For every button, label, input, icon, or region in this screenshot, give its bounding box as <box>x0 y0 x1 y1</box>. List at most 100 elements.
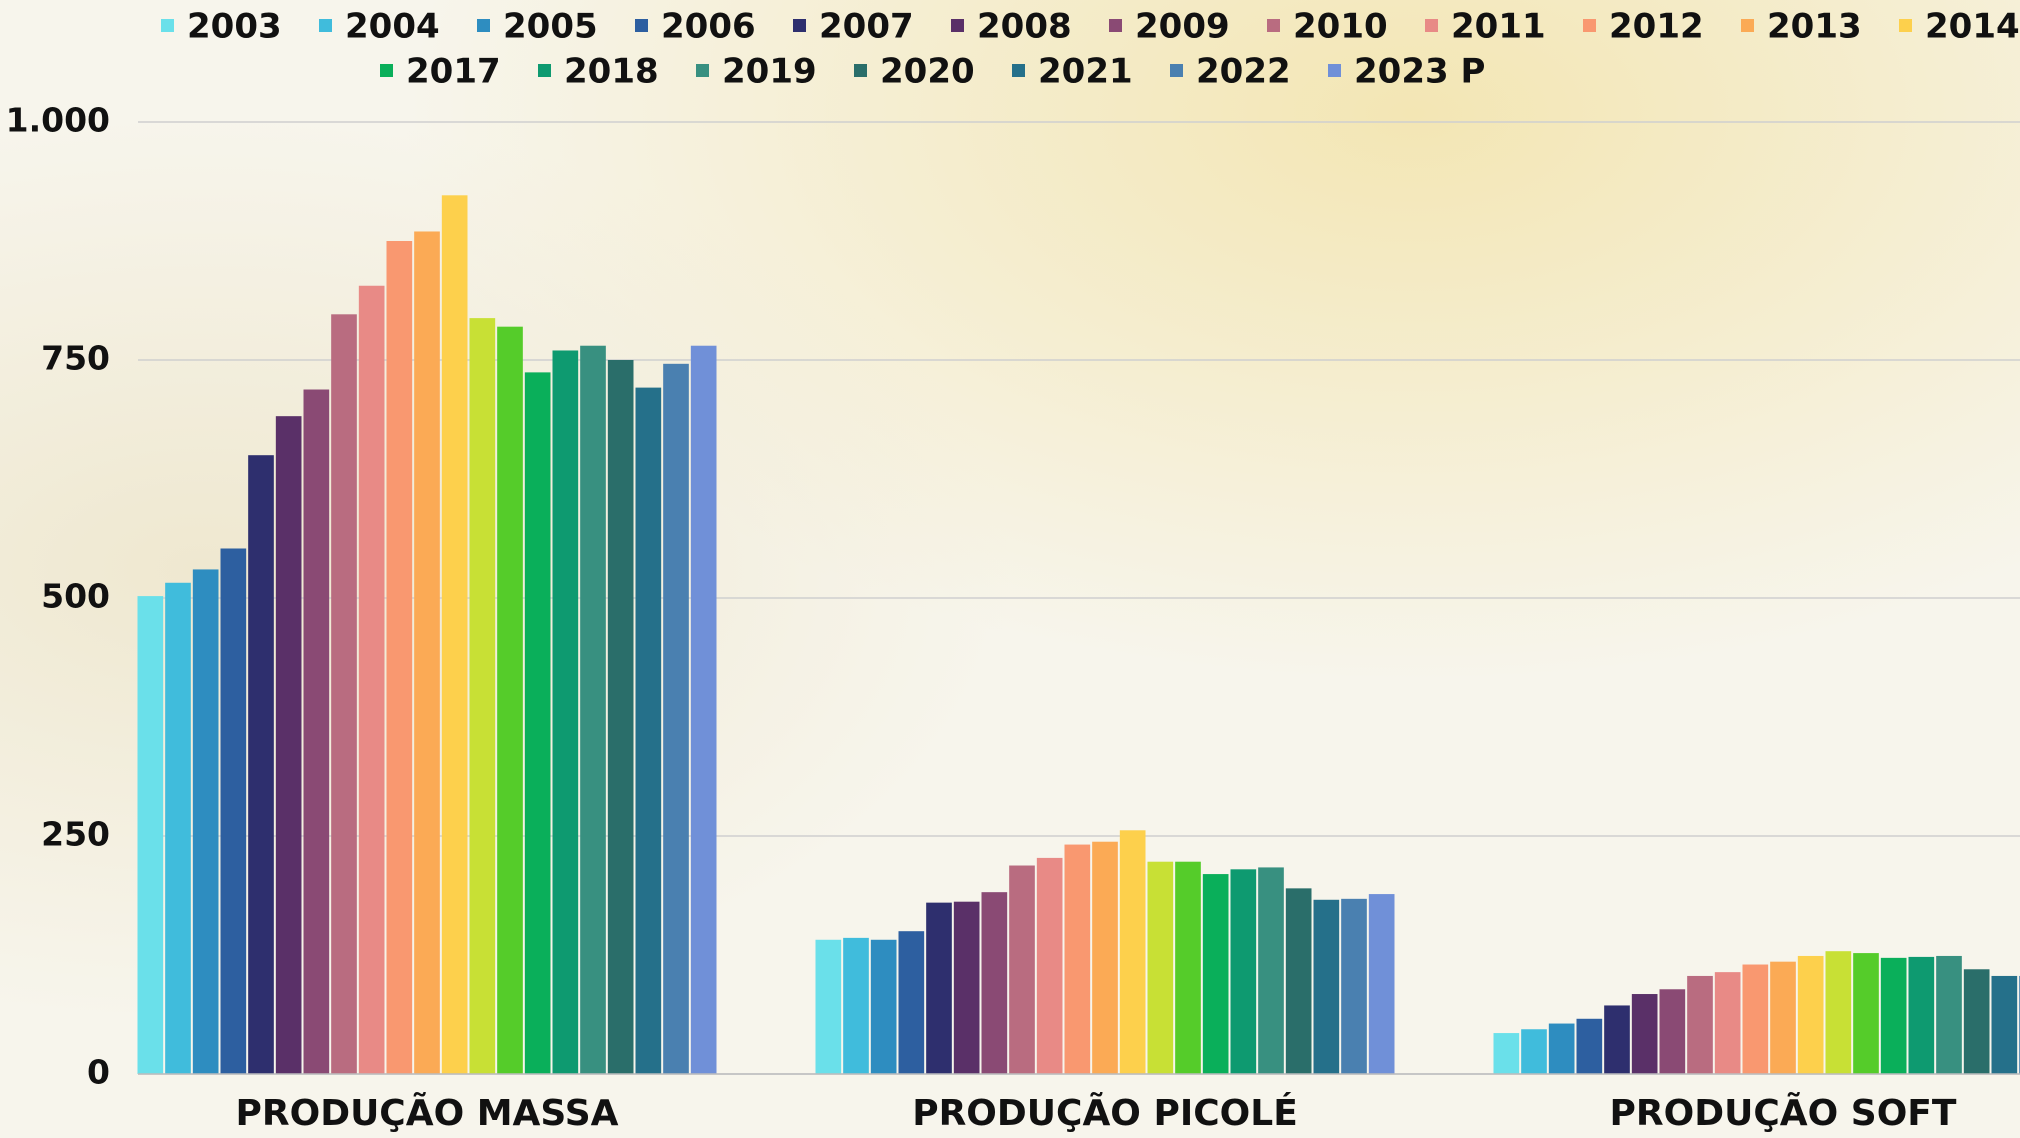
x-tick-label: PRODUÇÃO MASSA <box>235 1092 618 1134</box>
y-tick-label: 500 <box>41 577 110 616</box>
bar <box>1064 844 1091 1074</box>
bar <box>1631 994 1658 1074</box>
bar <box>898 931 925 1074</box>
bar <box>926 902 952 1074</box>
bar <box>275 416 302 1075</box>
bar <box>1230 869 1257 1074</box>
bar <box>1936 955 1962 1074</box>
bar <box>1147 861 1174 1074</box>
bar <box>1714 972 1741 1074</box>
legend-label: 2018 <box>564 52 659 92</box>
legend-swatch <box>161 19 174 32</box>
legend-label: 2007 <box>819 7 914 47</box>
y-tick-label: 750 <box>41 339 110 378</box>
bar <box>469 318 496 1074</box>
bar <box>1576 1018 1603 1074</box>
bar <box>497 326 523 1074</box>
y-tick-label: 0 <box>87 1053 110 1092</box>
bar <box>1825 951 1852 1074</box>
bar <box>331 314 357 1075</box>
bar <box>953 901 980 1074</box>
bar <box>524 372 551 1075</box>
bar <box>1742 964 1769 1074</box>
legend-label: 2009 <box>1135 7 1230 47</box>
bar <box>1368 894 1395 1074</box>
bar <box>192 569 219 1074</box>
bar <box>1036 857 1063 1074</box>
legend-swatch <box>793 19 806 32</box>
bar <box>1521 1029 1547 1074</box>
bar <box>1991 975 2018 1074</box>
legend-swatch <box>1425 19 1438 32</box>
bar <box>1119 830 1146 1074</box>
legend-swatch <box>319 19 332 32</box>
legend-label: 2010 <box>1293 7 1388 47</box>
bar <box>1687 975 1713 1074</box>
legend-swatch <box>1109 19 1122 32</box>
legend-swatch <box>696 64 709 77</box>
legend-label: 2011 <box>1451 7 1546 47</box>
legend-label: 2022 <box>1196 52 1291 92</box>
y-tick-label: 250 <box>41 815 110 854</box>
bar <box>137 596 164 1074</box>
legend-label: 2003 <box>187 7 282 47</box>
bar <box>1908 956 1935 1074</box>
bar <box>1493 1033 1520 1074</box>
bar <box>580 345 606 1075</box>
bar <box>414 231 440 1075</box>
bar <box>552 350 579 1075</box>
legend-swatch <box>635 19 648 32</box>
bar <box>1604 1005 1630 1074</box>
legend-swatch <box>1267 19 1280 32</box>
bar <box>981 892 1008 1074</box>
bar <box>1285 888 1312 1074</box>
bar <box>607 360 634 1074</box>
x-tick-label: PRODUÇÃO SOFT <box>1610 1092 1957 1134</box>
bar <box>1880 957 1907 1074</box>
legend-label: 2013 <box>1767 7 1862 47</box>
bar <box>1202 874 1229 1074</box>
bar <box>1313 899 1340 1074</box>
bar <box>1548 1023 1575 1074</box>
bar <box>1659 989 1686 1074</box>
legend-label: 2014 <box>1925 7 2020 47</box>
bar <box>1963 969 1990 1074</box>
legend-swatch <box>380 64 393 77</box>
legend-swatch <box>1328 64 1341 77</box>
bar <box>815 939 842 1074</box>
bar <box>1175 861 1201 1074</box>
bar <box>1853 953 1879 1074</box>
legend-label: 2019 <box>722 52 817 92</box>
x-tick-label: PRODUÇÃO PICOLÉ <box>912 1092 1298 1134</box>
legend-label: 2012 <box>1609 7 1704 47</box>
legend-swatch <box>477 19 490 32</box>
bar <box>303 389 330 1075</box>
bar <box>635 387 662 1074</box>
bar <box>1258 867 1284 1074</box>
legend-swatch <box>538 64 551 77</box>
legend-swatch <box>1899 19 1912 32</box>
legend-label: 2017 <box>406 52 501 92</box>
legend-swatch <box>1741 19 1754 32</box>
legend-label: 2023 P <box>1354 52 1485 92</box>
bar <box>870 939 897 1074</box>
legend-label: 2020 <box>880 52 975 92</box>
bar <box>843 937 869 1074</box>
bar <box>690 345 717 1075</box>
legend-swatch <box>854 64 867 77</box>
y-tick-label: 1.000 <box>6 101 110 140</box>
bar <box>1341 898 1367 1074</box>
bar <box>663 363 689 1075</box>
bar <box>1009 865 1035 1074</box>
bar <box>1770 961 1796 1074</box>
bar <box>1092 841 1118 1074</box>
bar <box>248 455 274 1074</box>
bar <box>220 548 247 1074</box>
legend-swatch <box>951 19 964 32</box>
legend-label: 2005 <box>503 7 598 47</box>
legend-swatch <box>1583 19 1596 32</box>
legend-label: 2021 <box>1038 52 1133 92</box>
legend-swatch <box>1012 64 1025 77</box>
